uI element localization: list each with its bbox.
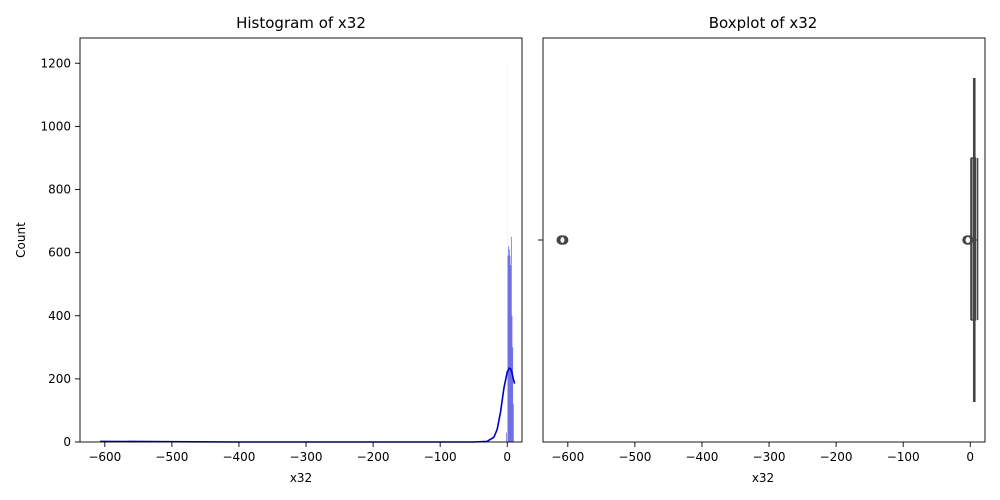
- histogram-bar-7: [511, 315, 513, 442]
- boxplot-outlier-8: [964, 235, 974, 245]
- boxplot-outlier-4: [559, 235, 569, 245]
- boxplot-plot-area: [556, 78, 979, 402]
- boxplot-x-ticks: −600 −500 −400 −300 −200 −100 0: [551, 442, 974, 464]
- boxplot-x-tick-label: −600: [551, 450, 584, 464]
- histogram-y-tick-label: 800: [48, 183, 71, 197]
- histogram-y-tick-label: 1200: [40, 56, 71, 70]
- boxplot-x-tick-label: −400: [685, 450, 718, 464]
- histogram-y-tick-label: 0: [63, 435, 71, 449]
- histogram-x-tick-label: −100: [424, 450, 457, 464]
- histogram-x-tick-label: −400: [222, 450, 255, 464]
- histogram-plot-area: [100, 63, 516, 443]
- histogram-title: Histogram of x32: [236, 14, 366, 32]
- boxplot-x-tick-label: −200: [820, 450, 853, 464]
- histogram-y-ticks: 0 200 400 600 800 1000 1200: [40, 56, 80, 449]
- histogram-y-tick-label: 200: [48, 372, 71, 386]
- histogram-bar-8: [512, 347, 514, 442]
- histogram-y-tick-label: 1000: [40, 119, 71, 133]
- histogram-x-tick-label: −600: [88, 450, 121, 464]
- histogram-bar-6: [510, 236, 512, 442]
- boxplot-x-tick-label: −100: [887, 450, 920, 464]
- histogram-bar-2: [508, 246, 510, 442]
- histogram-y-label: Count: [14, 222, 28, 258]
- boxplot-panel: Boxplot of x32 −600 −500 −400 −300 −200 −100 0…: [538, 14, 986, 485]
- histogram-x-ticks: −600 −500 −400 −300 −200 −100 0: [88, 442, 511, 464]
- histogram-kde-line: [100, 367, 516, 443]
- boxplot-x-tick-label: −500: [618, 450, 651, 464]
- histogram-bar-4: [509, 255, 511, 442]
- boxplot-frame: [542, 37, 986, 443]
- histogram-x-tick-label: −300: [290, 450, 323, 464]
- boxplot-x-tick-label: 0: [966, 450, 974, 464]
- boxplot-x-tick-label: −300: [753, 450, 786, 464]
- boxplot-x-label: x32: [752, 471, 774, 485]
- histogram-x-tick-label: −500: [155, 450, 188, 464]
- histogram-bar-3: [508, 249, 510, 442]
- histogram-frame: [79, 37, 523, 443]
- histogram-bar-5: [510, 265, 512, 442]
- histogram-y-tick-label: 400: [48, 309, 71, 323]
- histogram-x-label: x32: [290, 471, 312, 485]
- histogram-panel: Histogram of x32 −600 −500 −400 −300 −200 −10…: [14, 14, 523, 485]
- histogram-bar-1: [507, 255, 509, 442]
- histogram-x-tick-label: −200: [357, 450, 390, 464]
- histogram-y-tick-label: 600: [48, 246, 71, 260]
- histogram-bar-0: [506, 63, 508, 442]
- boxplot-title: Boxplot of x32: [709, 14, 818, 32]
- histogram-x-tick-label: 0: [503, 450, 511, 464]
- histogram-bar-10: [506, 432, 508, 442]
- histogram-bar-9: [512, 404, 514, 442]
